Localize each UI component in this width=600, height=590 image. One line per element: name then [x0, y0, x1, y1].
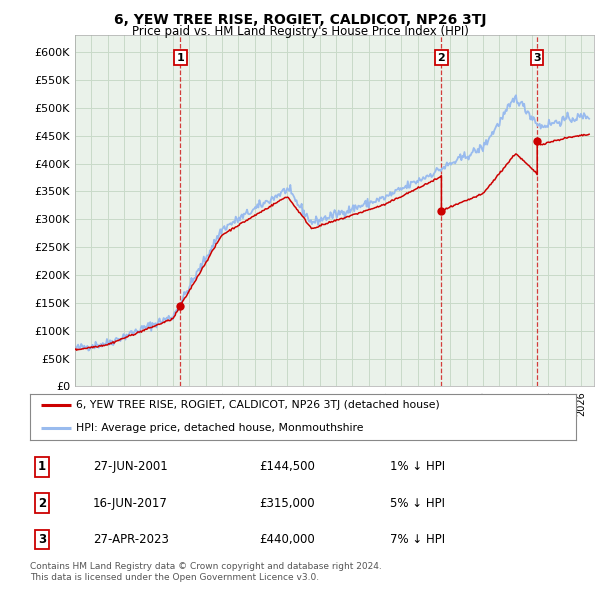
Text: 5% ↓ HPI: 5% ↓ HPI: [391, 497, 445, 510]
Text: £144,500: £144,500: [259, 460, 315, 473]
Text: 1% ↓ HPI: 1% ↓ HPI: [391, 460, 445, 473]
Text: 27-APR-2023: 27-APR-2023: [93, 533, 169, 546]
Text: 27-JUN-2001: 27-JUN-2001: [93, 460, 167, 473]
Text: 1: 1: [176, 53, 184, 63]
Text: £315,000: £315,000: [259, 497, 315, 510]
Text: 7% ↓ HPI: 7% ↓ HPI: [391, 533, 445, 546]
Text: HPI: Average price, detached house, Monmouthshire: HPI: Average price, detached house, Monm…: [76, 423, 364, 433]
Text: 6, YEW TREE RISE, ROGIET, CALDICOT, NP26 3TJ: 6, YEW TREE RISE, ROGIET, CALDICOT, NP26…: [114, 13, 486, 27]
Text: 2: 2: [437, 53, 445, 63]
Text: Contains HM Land Registry data © Crown copyright and database right 2024.: Contains HM Land Registry data © Crown c…: [30, 562, 382, 571]
Text: Price paid vs. HM Land Registry's House Price Index (HPI): Price paid vs. HM Land Registry's House …: [131, 25, 469, 38]
Text: 1: 1: [38, 460, 46, 473]
Text: 16-JUN-2017: 16-JUN-2017: [93, 497, 167, 510]
Text: 3: 3: [38, 533, 46, 546]
Text: 6, YEW TREE RISE, ROGIET, CALDICOT, NP26 3TJ (detached house): 6, YEW TREE RISE, ROGIET, CALDICOT, NP26…: [76, 400, 440, 410]
Text: 2: 2: [38, 497, 46, 510]
Text: 3: 3: [533, 53, 541, 63]
Text: This data is licensed under the Open Government Licence v3.0.: This data is licensed under the Open Gov…: [30, 573, 319, 582]
Text: £440,000: £440,000: [259, 533, 315, 546]
